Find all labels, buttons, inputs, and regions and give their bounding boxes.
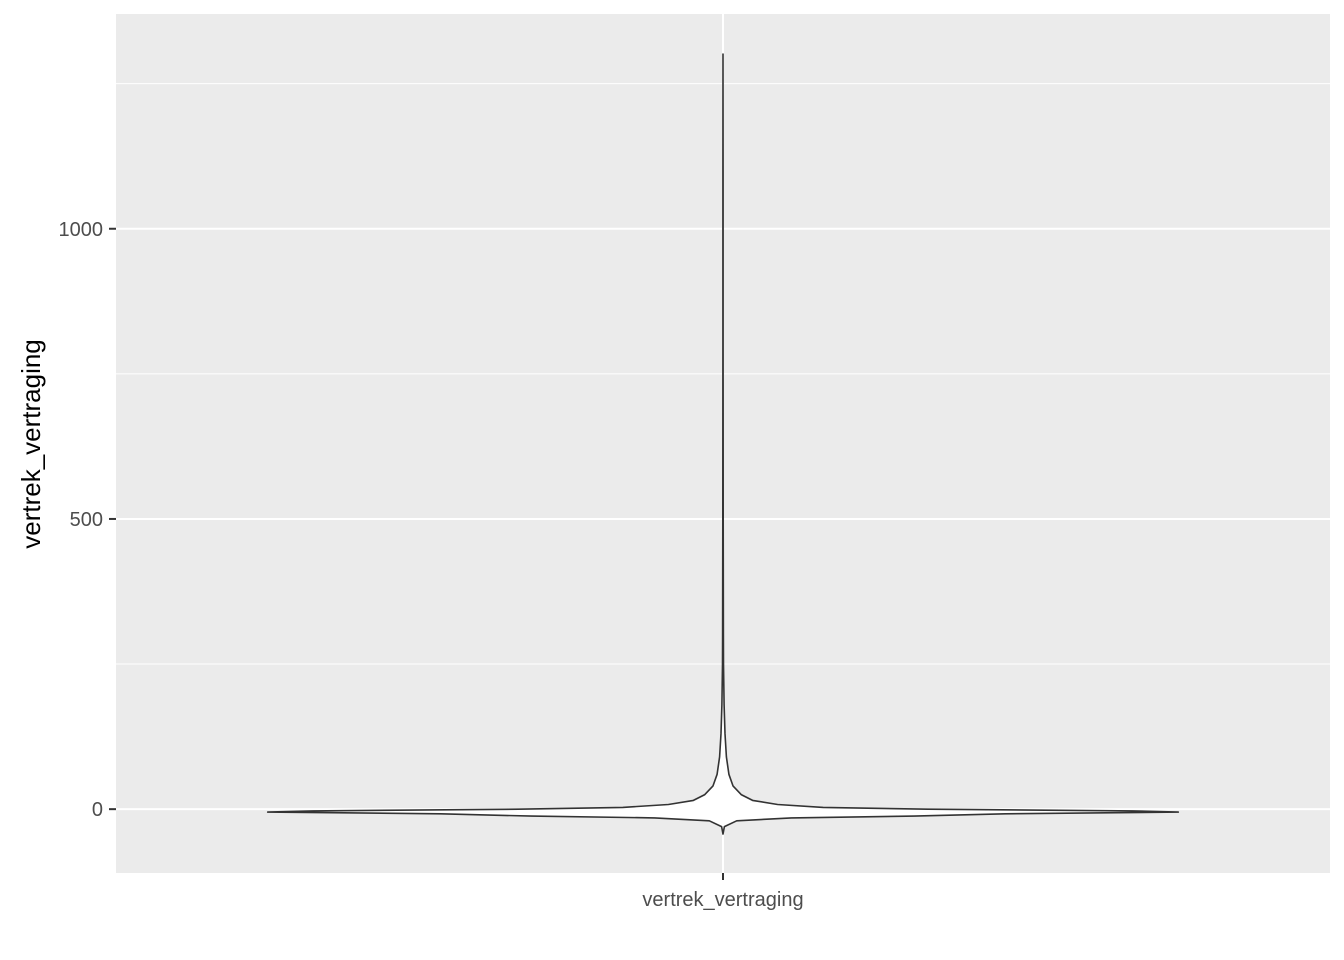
y-axis-title: vertrek_vertraging <box>16 339 46 549</box>
y-axis: 0 500 1000 <box>59 219 116 821</box>
x-tick-label: vertrek_vertraging <box>642 889 803 911</box>
y-tick-label: 500 <box>70 509 103 531</box>
x-axis: vertrek_vertraging <box>642 873 804 911</box>
violin-layer <box>266 53 1180 835</box>
violin-shape <box>266 53 1180 835</box>
y-tick-label: 0 <box>92 799 103 821</box>
y-tick-label: 1000 <box>59 219 104 241</box>
